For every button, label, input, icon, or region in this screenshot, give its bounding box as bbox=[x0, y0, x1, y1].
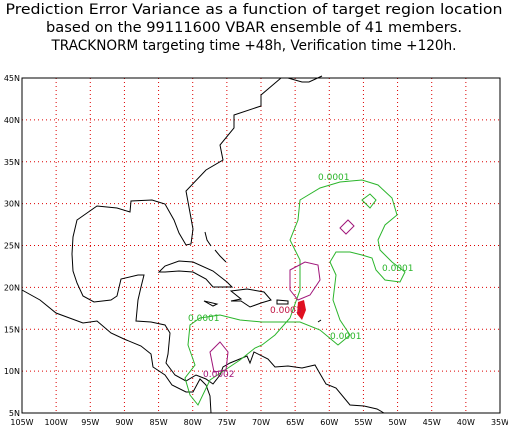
contour-label: 0.0001 bbox=[318, 173, 350, 183]
contour-label: 0.0001 bbox=[382, 264, 414, 274]
lat-label: 5N bbox=[9, 409, 20, 418]
island bbox=[229, 288, 272, 308]
lon-label: 105W bbox=[10, 418, 33, 427]
lon-label: 90W bbox=[115, 418, 133, 427]
lon-label: 80W bbox=[184, 418, 202, 427]
contour bbox=[361, 193, 377, 209]
coastline bbox=[287, 75, 323, 83]
lon-label: 45W bbox=[423, 418, 441, 427]
lat-label: 45N bbox=[4, 74, 20, 83]
contour bbox=[209, 341, 229, 373]
lon-label: 40W bbox=[457, 418, 475, 427]
title-line: based on the 99111600 VBAR ensemble of 4… bbox=[46, 20, 462, 36]
island bbox=[157, 260, 234, 288]
lon-label: 70W bbox=[252, 418, 270, 427]
lon-label: 50W bbox=[389, 418, 407, 427]
coastline bbox=[71, 77, 385, 414]
contour-max bbox=[297, 300, 306, 320]
lon-label: 55W bbox=[354, 418, 372, 427]
graticule bbox=[22, 78, 500, 413]
contour-label: 0.0003 bbox=[270, 306, 302, 316]
lon-label: 100W bbox=[45, 418, 68, 427]
contours bbox=[184, 179, 406, 406]
contour bbox=[289, 261, 321, 301]
title-line: Prediction Error Variance as a function … bbox=[6, 2, 503, 18]
lat-label: 35N bbox=[4, 158, 20, 167]
lat-label: 40N bbox=[4, 116, 20, 125]
island bbox=[317, 319, 322, 323]
lon-label: 65W bbox=[286, 418, 304, 427]
map-frame bbox=[21, 77, 501, 414]
island bbox=[204, 231, 212, 247]
lon-label: 75W bbox=[218, 418, 236, 427]
contour bbox=[184, 179, 406, 406]
title-line: TRACKNORM targeting time +48h, Verificat… bbox=[51, 38, 457, 54]
contour-label: 0.0001 bbox=[188, 314, 220, 324]
lat-label: 15N bbox=[4, 325, 20, 334]
lat-label: 20N bbox=[4, 283, 20, 292]
lon-label: 95W bbox=[81, 418, 99, 427]
island bbox=[214, 249, 227, 263]
coastlines bbox=[21, 75, 385, 414]
lat-label: 25N bbox=[4, 242, 20, 251]
tick-labels: 105W 100W 95W 90W 85W 80W 75W 70W 65W 60W 55W 50W 45… bbox=[4, 74, 508, 427]
contour-labels: 0.0001 0.0001 0.0001 0.0001 0.0003 0.000… bbox=[188, 173, 414, 380]
lon-label: 35W bbox=[491, 418, 508, 427]
contour-label: 0.0002 bbox=[203, 370, 235, 380]
lat-label: 30N bbox=[4, 200, 20, 209]
island bbox=[203, 300, 219, 307]
island bbox=[276, 299, 289, 305]
lon-label: 60W bbox=[320, 418, 338, 427]
coastline bbox=[21, 289, 212, 414]
lat-label: 10N bbox=[4, 367, 20, 376]
lon-label: 85W bbox=[150, 418, 168, 427]
contour bbox=[339, 219, 355, 235]
contour-label: 0.0001 bbox=[330, 332, 362, 342]
